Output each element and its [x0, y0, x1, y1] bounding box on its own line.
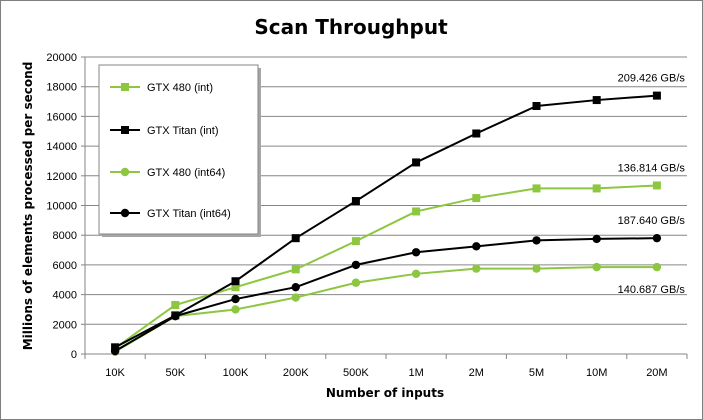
x-axis-title: Number of inputs	[326, 386, 444, 400]
data-point	[351, 197, 360, 206]
data-point	[532, 264, 541, 273]
data-point	[231, 305, 240, 314]
legend-marker	[120, 167, 130, 177]
data-point	[652, 233, 662, 243]
data-point	[532, 236, 541, 245]
y-tick-label: 12000	[46, 171, 77, 183]
axes: 0 2000 4000 6000 8000 10000 12000 14000 16000 180…	[46, 52, 688, 379]
legend-item: GTX 480 (int)	[110, 82, 213, 94]
data-point	[171, 300, 180, 309]
data-point	[231, 277, 240, 286]
data-point	[110, 346, 120, 356]
series-line	[114, 94, 657, 349]
annotation-label: 140.687 GB/s	[618, 284, 686, 296]
data-point	[291, 265, 300, 274]
data-point	[652, 262, 662, 272]
legend-marker	[121, 126, 129, 134]
y-axis-title: Millions of elements processed per secon…	[21, 62, 35, 351]
series-line	[114, 266, 657, 353]
data-point	[592, 184, 601, 193]
annotation-label: 136.814 GB/s	[618, 162, 686, 174]
y-tick-label: 10000	[46, 201, 77, 213]
legend-item: GTX Titan (int)	[110, 125, 219, 137]
series-layer	[110, 91, 662, 356]
x-tick-label: 10M	[586, 367, 607, 379]
data-point	[472, 129, 481, 138]
data-point	[472, 264, 481, 273]
x-tick-label: 2M	[469, 367, 484, 379]
data-point	[291, 293, 300, 302]
x-tick-label: 200K	[283, 367, 309, 379]
legend-label: GTX Titan (int64)	[147, 208, 231, 220]
y-tick-label: 0	[71, 349, 77, 361]
data-point	[231, 294, 240, 304]
y-tick-label: 2000	[53, 319, 77, 331]
y-tick-label: 6000	[53, 260, 77, 272]
data-point	[291, 234, 300, 243]
y-tick-label: 8000	[53, 230, 77, 242]
data-point	[411, 269, 421, 279]
data-point	[472, 194, 481, 203]
data-point	[532, 102, 541, 111]
x-tick-label: 1M	[408, 367, 423, 379]
data-point	[171, 311, 180, 321]
y-tick-label: 16000	[46, 111, 77, 123]
data-point	[231, 283, 240, 292]
legend-marker	[121, 83, 129, 91]
x-tick-label: 500K	[343, 367, 369, 379]
data-point	[351, 237, 360, 246]
annotation-layer: 209.426 GB/s 136.814 GB/s 187.640 GB/s 140.…	[618, 73, 686, 297]
x-tick-label: 10K	[105, 367, 125, 379]
legend-box	[98, 64, 259, 235]
x-tick-label: 50K	[166, 367, 186, 379]
y-tick-label: 14000	[46, 141, 77, 153]
x-tick-label: 20M	[646, 367, 667, 379]
x-tick-label: 5M	[529, 367, 544, 379]
series-3	[110, 233, 662, 356]
data-point	[412, 207, 421, 216]
data-point	[652, 91, 661, 100]
y-tick-label: 18000	[46, 82, 77, 94]
data-point	[592, 96, 601, 105]
y-tick-label: 4000	[53, 290, 77, 302]
data-point	[411, 248, 421, 257]
annotation-label: 187.640 GB/s	[618, 215, 686, 227]
data-point	[351, 278, 361, 287]
data-point	[592, 262, 601, 272]
legend-label: GTX 480 (int)	[147, 82, 213, 94]
series-line	[114, 237, 657, 352]
data-point	[351, 260, 361, 270]
y-tick-label: 20000	[46, 52, 77, 64]
legend-marker	[120, 208, 130, 218]
data-point	[291, 282, 300, 292]
chart-title: Scan Throughput	[254, 15, 448, 39]
legend-label: GTX Titan (int)	[147, 125, 219, 137]
data-point	[592, 234, 601, 244]
data-point	[472, 242, 481, 251]
legend-item: GTX 480 (int64)	[110, 167, 225, 179]
series-line	[114, 184, 657, 349]
legend-label: GTX 480 (int64)	[147, 167, 225, 179]
legend-item: GTX Titan (int64)	[110, 208, 231, 220]
data-point	[652, 181, 661, 190]
legend: GTX 480 (int) GTX Titan (int) GTX 480 (int…	[98, 64, 261, 237]
series-2	[110, 262, 662, 356]
x-tick-label: 100K	[223, 367, 249, 379]
data-point	[532, 184, 541, 193]
annotation-label: 209.426 GB/s	[618, 73, 686, 85]
data-point	[412, 158, 421, 167]
